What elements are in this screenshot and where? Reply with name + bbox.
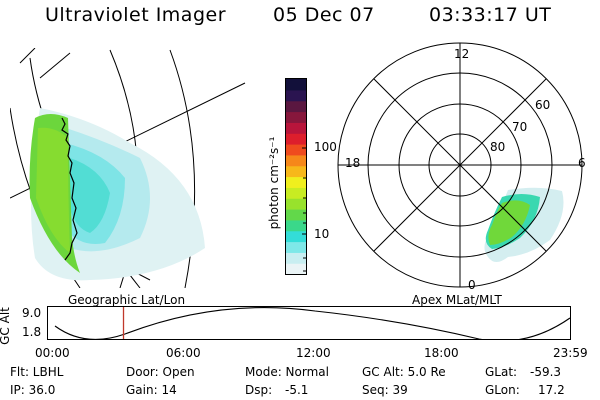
mlt-label-18: 18 bbox=[345, 156, 361, 170]
colorbar bbox=[285, 78, 307, 275]
orbit-x-label-0000: 00:00 bbox=[35, 346, 70, 360]
colorbar-swatch bbox=[286, 198, 306, 210]
colorbar-swatch bbox=[286, 111, 306, 123]
mlat-label-80: 80 bbox=[490, 140, 506, 154]
colorbar-swatch bbox=[286, 187, 306, 199]
colorbar-swatch bbox=[286, 100, 306, 113]
param-seq: Seq: 39 bbox=[362, 383, 408, 397]
colorbar-swatch bbox=[286, 133, 306, 145]
mlt-label-0: 0 bbox=[468, 278, 476, 292]
orbit-altitude-plot bbox=[47, 306, 571, 340]
param-gc-alt: GC Alt: 5.0 Re bbox=[362, 365, 446, 379]
param-dsp-value: -5.1 bbox=[285, 383, 309, 397]
colorbar-unit-label: photon cm⁻²s⁻¹ bbox=[267, 136, 281, 230]
orbit-altitude-curve bbox=[54, 307, 571, 340]
apex-polar-plot bbox=[337, 42, 583, 288]
orbit-x-label-1200: 12:00 bbox=[296, 346, 331, 360]
param-dsp-label: Dsp: bbox=[245, 383, 273, 397]
colorbar-swatch bbox=[286, 230, 306, 243]
param-gain: Gain: 14 bbox=[126, 383, 177, 397]
orbit-x-label-1800: 18:00 bbox=[424, 346, 459, 360]
aurora-emission-region bbox=[29, 108, 205, 281]
geographic-map bbox=[10, 48, 246, 288]
param-mode: Mode: Normal bbox=[245, 365, 329, 379]
param-glon-label: GLon: bbox=[485, 383, 520, 397]
apex-panel-label: Apex MLat/MLT bbox=[412, 293, 502, 307]
orbit-y-label-min: 1.8 bbox=[22, 325, 42, 339]
colorbar-swatch bbox=[286, 176, 306, 188]
colorbar-swatch bbox=[286, 79, 306, 91]
auroral-oval-emission bbox=[484, 187, 564, 262]
orbit-x-label-2359: 23:59 bbox=[553, 346, 588, 360]
colorbar-swatch bbox=[286, 252, 306, 264]
observation-date: 05 Dec 07 bbox=[273, 4, 375, 26]
observation-time: 03:33:17 UT bbox=[429, 4, 552, 26]
param-ip: IP: 36.0 bbox=[10, 383, 56, 397]
colorbar-swatch bbox=[286, 209, 306, 221]
mlat-label-60: 60 bbox=[535, 98, 551, 112]
colorbar-swatch bbox=[286, 154, 306, 167]
param-glat-value: -59.3 bbox=[530, 365, 562, 379]
param-glon-value: 17.2 bbox=[538, 383, 565, 397]
mlt-label-12: 12 bbox=[454, 47, 470, 61]
colorbar-swatch bbox=[286, 241, 306, 253]
colorbar-swatch bbox=[286, 122, 306, 134]
polar-grid bbox=[337, 42, 583, 288]
colorbar-swatch bbox=[286, 89, 306, 102]
instrument-title: Ultraviolet Imager bbox=[45, 4, 227, 26]
colorbar-swatch bbox=[286, 263, 306, 275]
colorbar-swatch bbox=[286, 219, 306, 232]
colorbar-swatch bbox=[286, 144, 306, 156]
geographic-panel-label: Geographic Lat/Lon bbox=[68, 293, 186, 307]
mlt-label-6: 6 bbox=[578, 156, 586, 170]
param-door: Door: Open bbox=[126, 365, 195, 379]
orbit-x-label-0600: 06:00 bbox=[166, 346, 201, 360]
param-filter: Flt: LBHL bbox=[10, 365, 64, 379]
colorbar-swatch bbox=[286, 165, 306, 178]
colorbar-tick-10: 10 bbox=[314, 227, 330, 241]
param-glat-label: GLat: bbox=[485, 365, 518, 379]
orbit-y-label-max: 9.0 bbox=[22, 306, 42, 320]
orbit-axis-label: GC Alt bbox=[0, 307, 12, 345]
mlat-label-70: 70 bbox=[512, 120, 528, 134]
colorbar-ticks bbox=[302, 147, 307, 272]
coastline bbox=[61, 117, 78, 261]
colorbar-tick-100: 100 bbox=[314, 140, 337, 154]
